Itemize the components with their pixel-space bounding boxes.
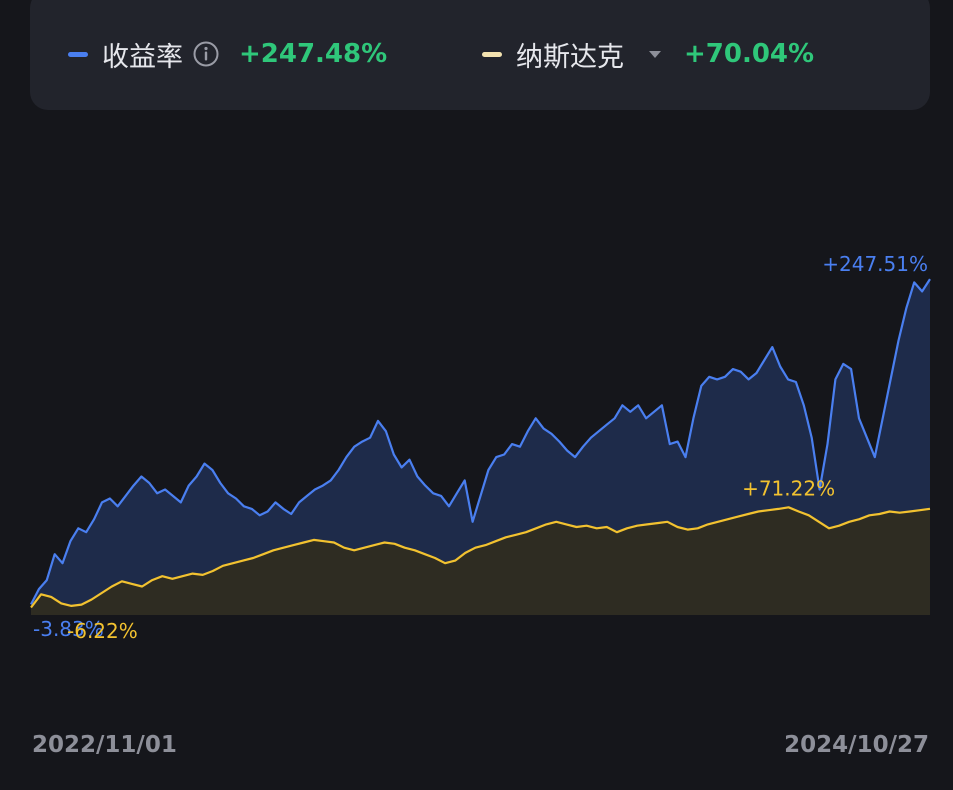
series-1-line <box>30 506 931 609</box>
legend-item-nasdaq[interactable]: 纳斯达克 +70.04% <box>482 36 815 73</box>
x-axis-start-label: 2022/11/01 <box>32 732 177 758</box>
returns-value: +247.48% <box>239 39 388 69</box>
returns-swatch <box>68 51 88 57</box>
nasdaq-label: 纳斯达克 <box>516 41 624 73</box>
series-1-area <box>31 507 930 615</box>
returns-label: 收益率 <box>102 41 183 73</box>
nasdaq-swatch <box>482 51 502 57</box>
annotation-label-2: -3.83% <box>33 617 104 641</box>
annotation-label-3: -6.22% <box>67 619 138 643</box>
annotation-label-0: +247.51% <box>822 252 928 276</box>
legend-item-returns[interactable]: 收益率 +247.48% <box>68 36 388 73</box>
annotation-label-1: +71.22% <box>742 476 835 500</box>
info-icon[interactable] <box>193 41 219 67</box>
nasdaq-value: +70.04% <box>684 39 815 69</box>
series-0-line <box>30 278 931 605</box>
chevron-down-icon[interactable] <box>646 45 664 63</box>
legend-panel <box>30 0 930 110</box>
x-axis-end-label: 2024/10/27 <box>784 732 929 758</box>
